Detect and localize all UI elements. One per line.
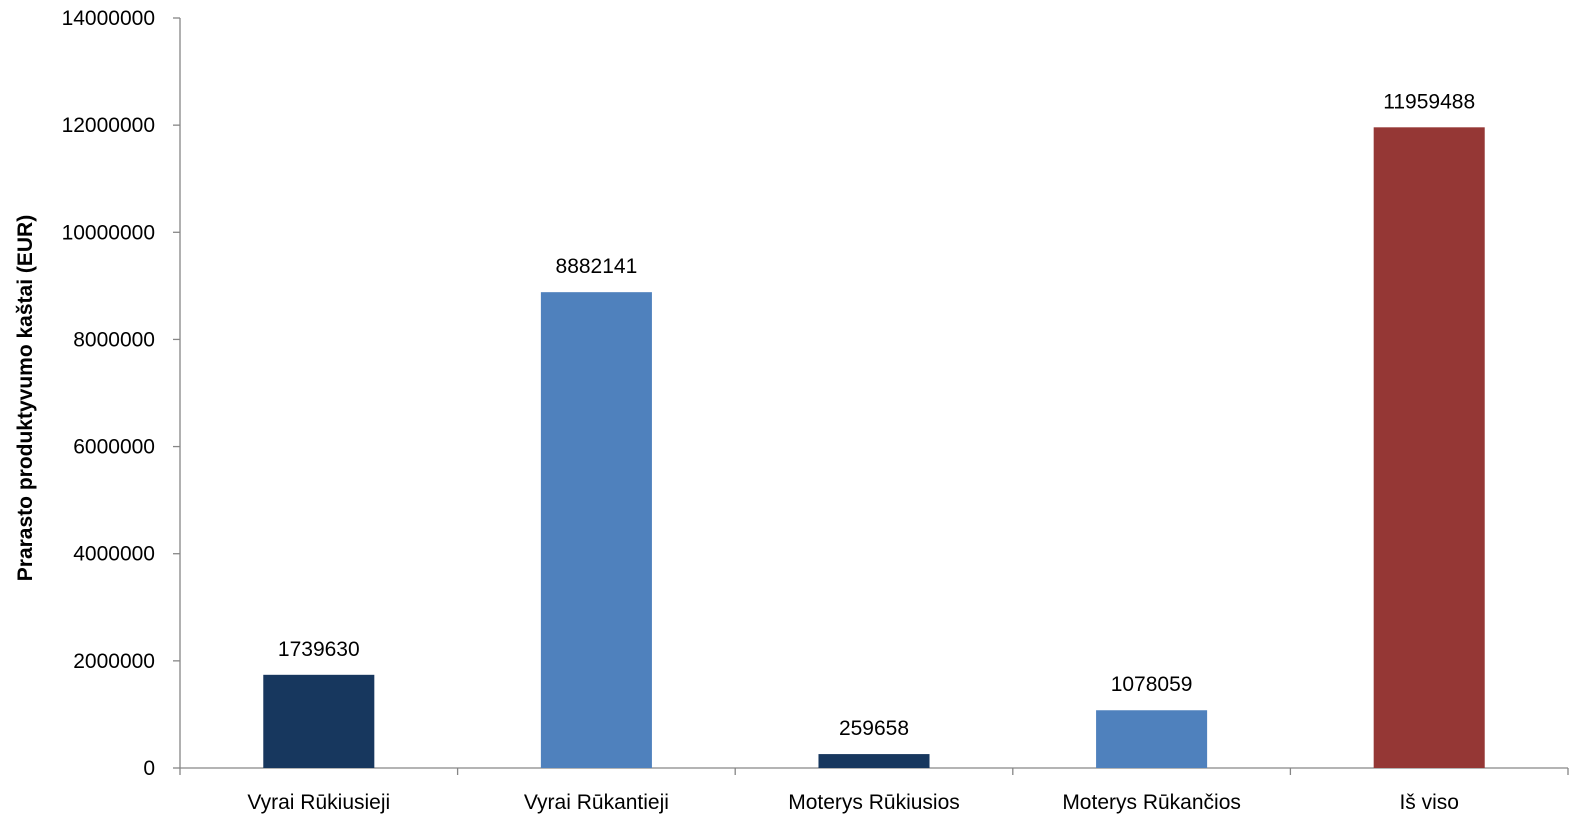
data-label: 1078059 <box>1111 673 1193 696</box>
x-category-label: Iš viso <box>1399 791 1459 814</box>
data-labels: 1739630 8882141 259658 1078059 11959488 <box>278 90 1475 740</box>
x-category-label: Moterys Rūkančios <box>1062 791 1241 814</box>
data-label: 8882141 <box>556 255 638 278</box>
y-tick-label: 10000000 <box>62 221 155 244</box>
y-tick-label: 8000000 <box>73 328 155 351</box>
bar <box>263 674 375 768</box>
data-label: 1739630 <box>278 638 360 661</box>
bars <box>263 127 1485 769</box>
y-axis: 0 2000000 4000000 6000000 8000000 10000000 120… <box>62 7 181 780</box>
data-label: 259658 <box>839 717 909 740</box>
x-category-label: Vyrai Rūkiusieji <box>247 791 390 814</box>
y-tick-label: 0 <box>143 757 155 780</box>
y-tick-label: 2000000 <box>73 650 155 673</box>
bar <box>1373 127 1485 769</box>
y-tick-label: 6000000 <box>73 436 155 459</box>
x-category-label: Moterys Rūkiusios <box>788 791 960 814</box>
x-category-label: Vyrai Rūkantieji <box>524 791 669 814</box>
bar <box>1096 710 1208 768</box>
y-tick-label: 4000000 <box>73 543 155 566</box>
y-tick-label: 14000000 <box>62 7 155 30</box>
data-label: 11959488 <box>1383 90 1475 113</box>
bar <box>818 754 930 768</box>
bar <box>540 292 652 768</box>
y-axis-title: Prarasto produktyvumo kaštai (EUR) <box>14 215 37 581</box>
y-tick-label: 12000000 <box>62 114 155 137</box>
x-axis: Vyrai Rūkiusieji Vyrai Rūkantieji Moterys … <box>179 767 1569 814</box>
